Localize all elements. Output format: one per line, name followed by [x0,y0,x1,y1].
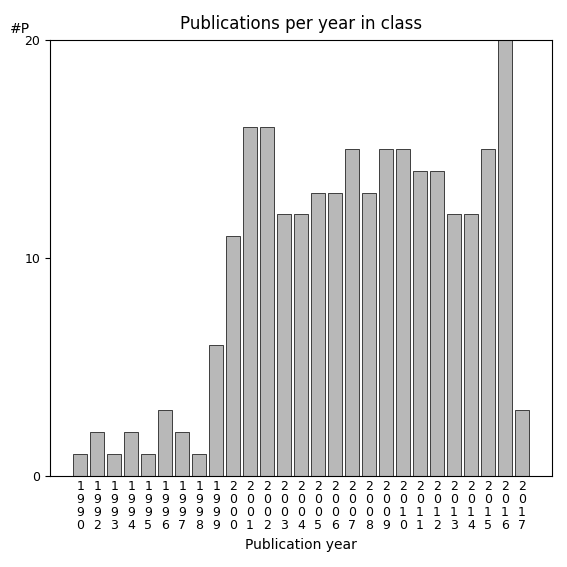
Title: Publications per year in class: Publications per year in class [180,15,422,33]
Bar [447,214,461,476]
Bar [430,171,444,476]
Bar [413,171,428,476]
Bar [362,193,376,476]
Bar [277,214,291,476]
Bar [328,193,342,476]
Bar [311,193,325,476]
Bar [260,127,274,476]
Bar [90,432,104,476]
X-axis label: Publication year: Publication year [245,538,357,552]
Bar [498,40,512,476]
Bar [124,432,138,476]
Bar [464,214,478,476]
Bar [396,149,411,476]
Bar [515,411,529,476]
Text: #P: #P [10,22,30,36]
Bar [73,454,87,476]
Bar [226,236,240,476]
Bar [175,432,189,476]
Bar [209,345,223,476]
Bar [107,454,121,476]
Bar [481,149,495,476]
Bar [141,454,155,476]
Bar [294,214,308,476]
Bar [379,149,393,476]
Bar [192,454,206,476]
Bar [243,127,257,476]
Bar [345,149,359,476]
Bar [158,411,172,476]
